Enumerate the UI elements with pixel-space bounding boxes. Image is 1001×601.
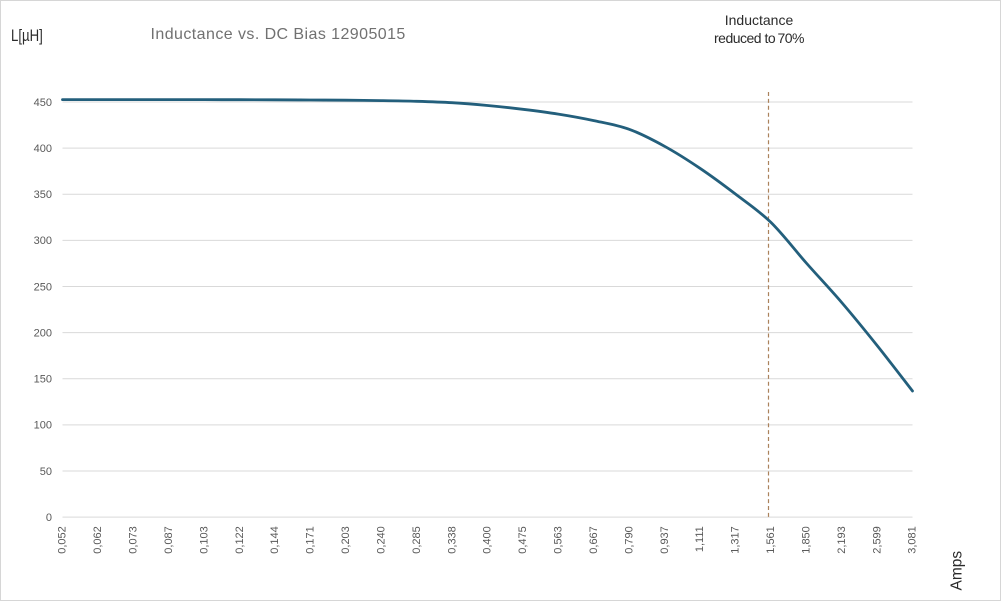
svg-text:1,111: 1,111 — [694, 526, 706, 552]
svg-text:0,338: 0,338 — [446, 526, 458, 554]
svg-text:0,240: 0,240 — [376, 526, 388, 554]
svg-text:0,052: 0,052 — [57, 526, 69, 554]
svg-text:300: 300 — [34, 235, 52, 247]
svg-text:2,599: 2,599 — [871, 526, 883, 554]
svg-text:0,087: 0,087 — [163, 526, 175, 554]
svg-text:0,062: 0,062 — [92, 526, 104, 554]
svg-text:0,400: 0,400 — [482, 526, 494, 554]
svg-text:450: 450 — [34, 97, 52, 109]
svg-text:0,203: 0,203 — [340, 526, 352, 554]
svg-text:100: 100 — [34, 420, 52, 432]
svg-text:1,561: 1,561 — [765, 526, 777, 554]
svg-text:250: 250 — [34, 281, 52, 293]
svg-text:0,790: 0,790 — [623, 526, 635, 554]
svg-text:0,563: 0,563 — [553, 526, 565, 554]
svg-text:200: 200 — [34, 327, 52, 339]
svg-text:0,937: 0,937 — [659, 526, 671, 554]
svg-text:0,285: 0,285 — [411, 526, 423, 554]
svg-text:3,081: 3,081 — [907, 526, 919, 554]
svg-text:0,122: 0,122 — [234, 526, 246, 554]
svg-text:0: 0 — [46, 512, 52, 524]
svg-text:0,103: 0,103 — [198, 526, 210, 554]
svg-text:2,193: 2,193 — [836, 526, 848, 554]
svg-text:Amps: Amps — [949, 551, 966, 591]
svg-text:0,475: 0,475 — [517, 526, 529, 554]
svg-text:50: 50 — [40, 466, 52, 478]
svg-text:1,850: 1,850 — [801, 526, 813, 554]
svg-text:0,073: 0,073 — [128, 526, 140, 554]
svg-text:150: 150 — [34, 374, 52, 386]
svg-text:0,171: 0,171 — [305, 526, 317, 554]
svg-text:350: 350 — [34, 189, 52, 201]
svg-text:400: 400 — [34, 143, 52, 155]
svg-text:0,144: 0,144 — [269, 526, 281, 554]
svg-text:0,667: 0,667 — [588, 526, 600, 554]
svg-text:1,317: 1,317 — [730, 526, 742, 554]
